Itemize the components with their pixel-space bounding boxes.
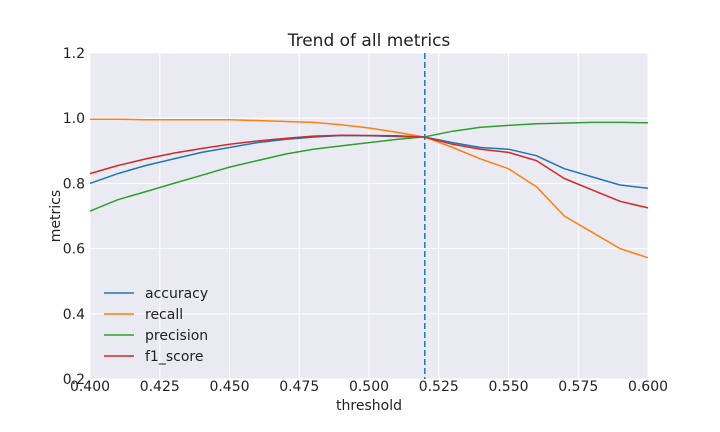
x-tick-label: 0.550 — [488, 379, 528, 395]
x-tick-label: 0.525 — [419, 379, 459, 395]
legend-label: f1_score — [145, 349, 203, 365]
legend-label: recall — [145, 307, 183, 323]
series-line-precision — [89, 121, 649, 212]
chart-title: Trend of all metrics — [287, 31, 451, 51]
x-tick-label: 0.450 — [209, 379, 249, 395]
legend-label: accuracy — [145, 286, 208, 302]
x-tick-label: 0.600 — [628, 379, 668, 395]
y-axis-label: metrics — [48, 190, 64, 242]
x-tick-label: 0.425 — [140, 379, 180, 395]
y-tick-label: 0.8 — [63, 176, 85, 192]
x-tick-label: 0.500 — [349, 379, 389, 395]
x-axis-label: threshold — [336, 398, 402, 414]
y-tick-label: 0.2 — [63, 372, 85, 388]
y-tick-labels: 0.2 0.4 0.6 0.8 1.0 1.2 — [63, 46, 85, 388]
series-line-f1-score — [89, 134, 649, 209]
series-lines — [89, 118, 649, 259]
series-line-recall — [90, 118, 649, 259]
y-tick-label: 0.4 — [63, 307, 85, 323]
y-tick-label: 1.0 — [63, 111, 85, 127]
legend-label: precision — [145, 328, 208, 344]
legend: accuracy recall precision f1_score — [104, 286, 208, 365]
x-tick-label: 0.475 — [279, 379, 319, 395]
y-tick-label: 0.6 — [63, 242, 85, 258]
grid-lines — [89, 52, 649, 380]
x-tick-label: 0.400 — [70, 379, 110, 395]
y-tick-label: 1.2 — [63, 46, 85, 62]
x-tick-label: 0.575 — [558, 379, 598, 395]
x-tick-labels: 0.400 0.425 0.450 0.475 0.500 0.525 0.550 0.575… — [70, 379, 668, 395]
